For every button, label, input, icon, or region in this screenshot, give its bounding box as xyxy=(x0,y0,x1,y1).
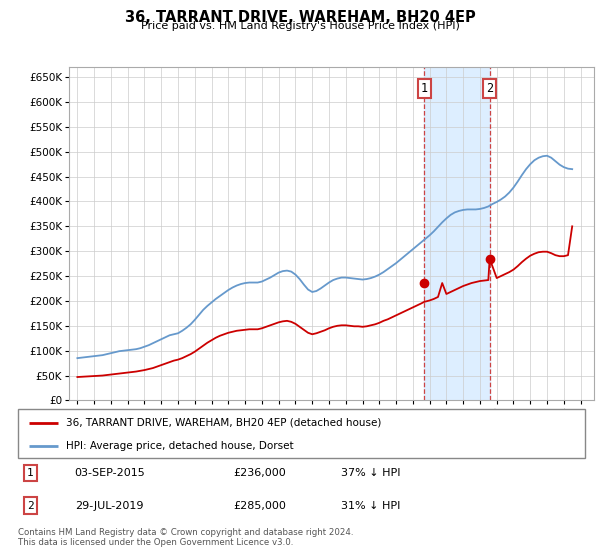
Text: £236,000: £236,000 xyxy=(233,468,286,478)
Text: 31% ↓ HPI: 31% ↓ HPI xyxy=(341,501,401,511)
Bar xyxy=(424,67,490,400)
Text: 03-SEP-2015: 03-SEP-2015 xyxy=(75,468,145,478)
Text: 36, TARRANT DRIVE, WAREHAM, BH20 4EP: 36, TARRANT DRIVE, WAREHAM, BH20 4EP xyxy=(125,10,475,25)
Text: 2: 2 xyxy=(486,82,493,95)
Text: 36, TARRANT DRIVE, WAREHAM, BH20 4EP (detached house): 36, TARRANT DRIVE, WAREHAM, BH20 4EP (de… xyxy=(66,418,382,428)
Text: 37% ↓ HPI: 37% ↓ HPI xyxy=(341,468,401,478)
Text: 1: 1 xyxy=(27,468,34,478)
Text: 1: 1 xyxy=(421,82,428,95)
Text: HPI: Average price, detached house, Dorset: HPI: Average price, detached house, Dors… xyxy=(66,441,294,451)
Text: Price paid vs. HM Land Registry's House Price Index (HPI): Price paid vs. HM Land Registry's House … xyxy=(140,21,460,31)
Text: 2: 2 xyxy=(27,501,34,511)
Text: £285,000: £285,000 xyxy=(233,501,286,511)
Text: 29-JUL-2019: 29-JUL-2019 xyxy=(75,501,143,511)
FancyBboxPatch shape xyxy=(18,409,585,458)
Text: Contains HM Land Registry data © Crown copyright and database right 2024.
This d: Contains HM Land Registry data © Crown c… xyxy=(18,528,353,547)
